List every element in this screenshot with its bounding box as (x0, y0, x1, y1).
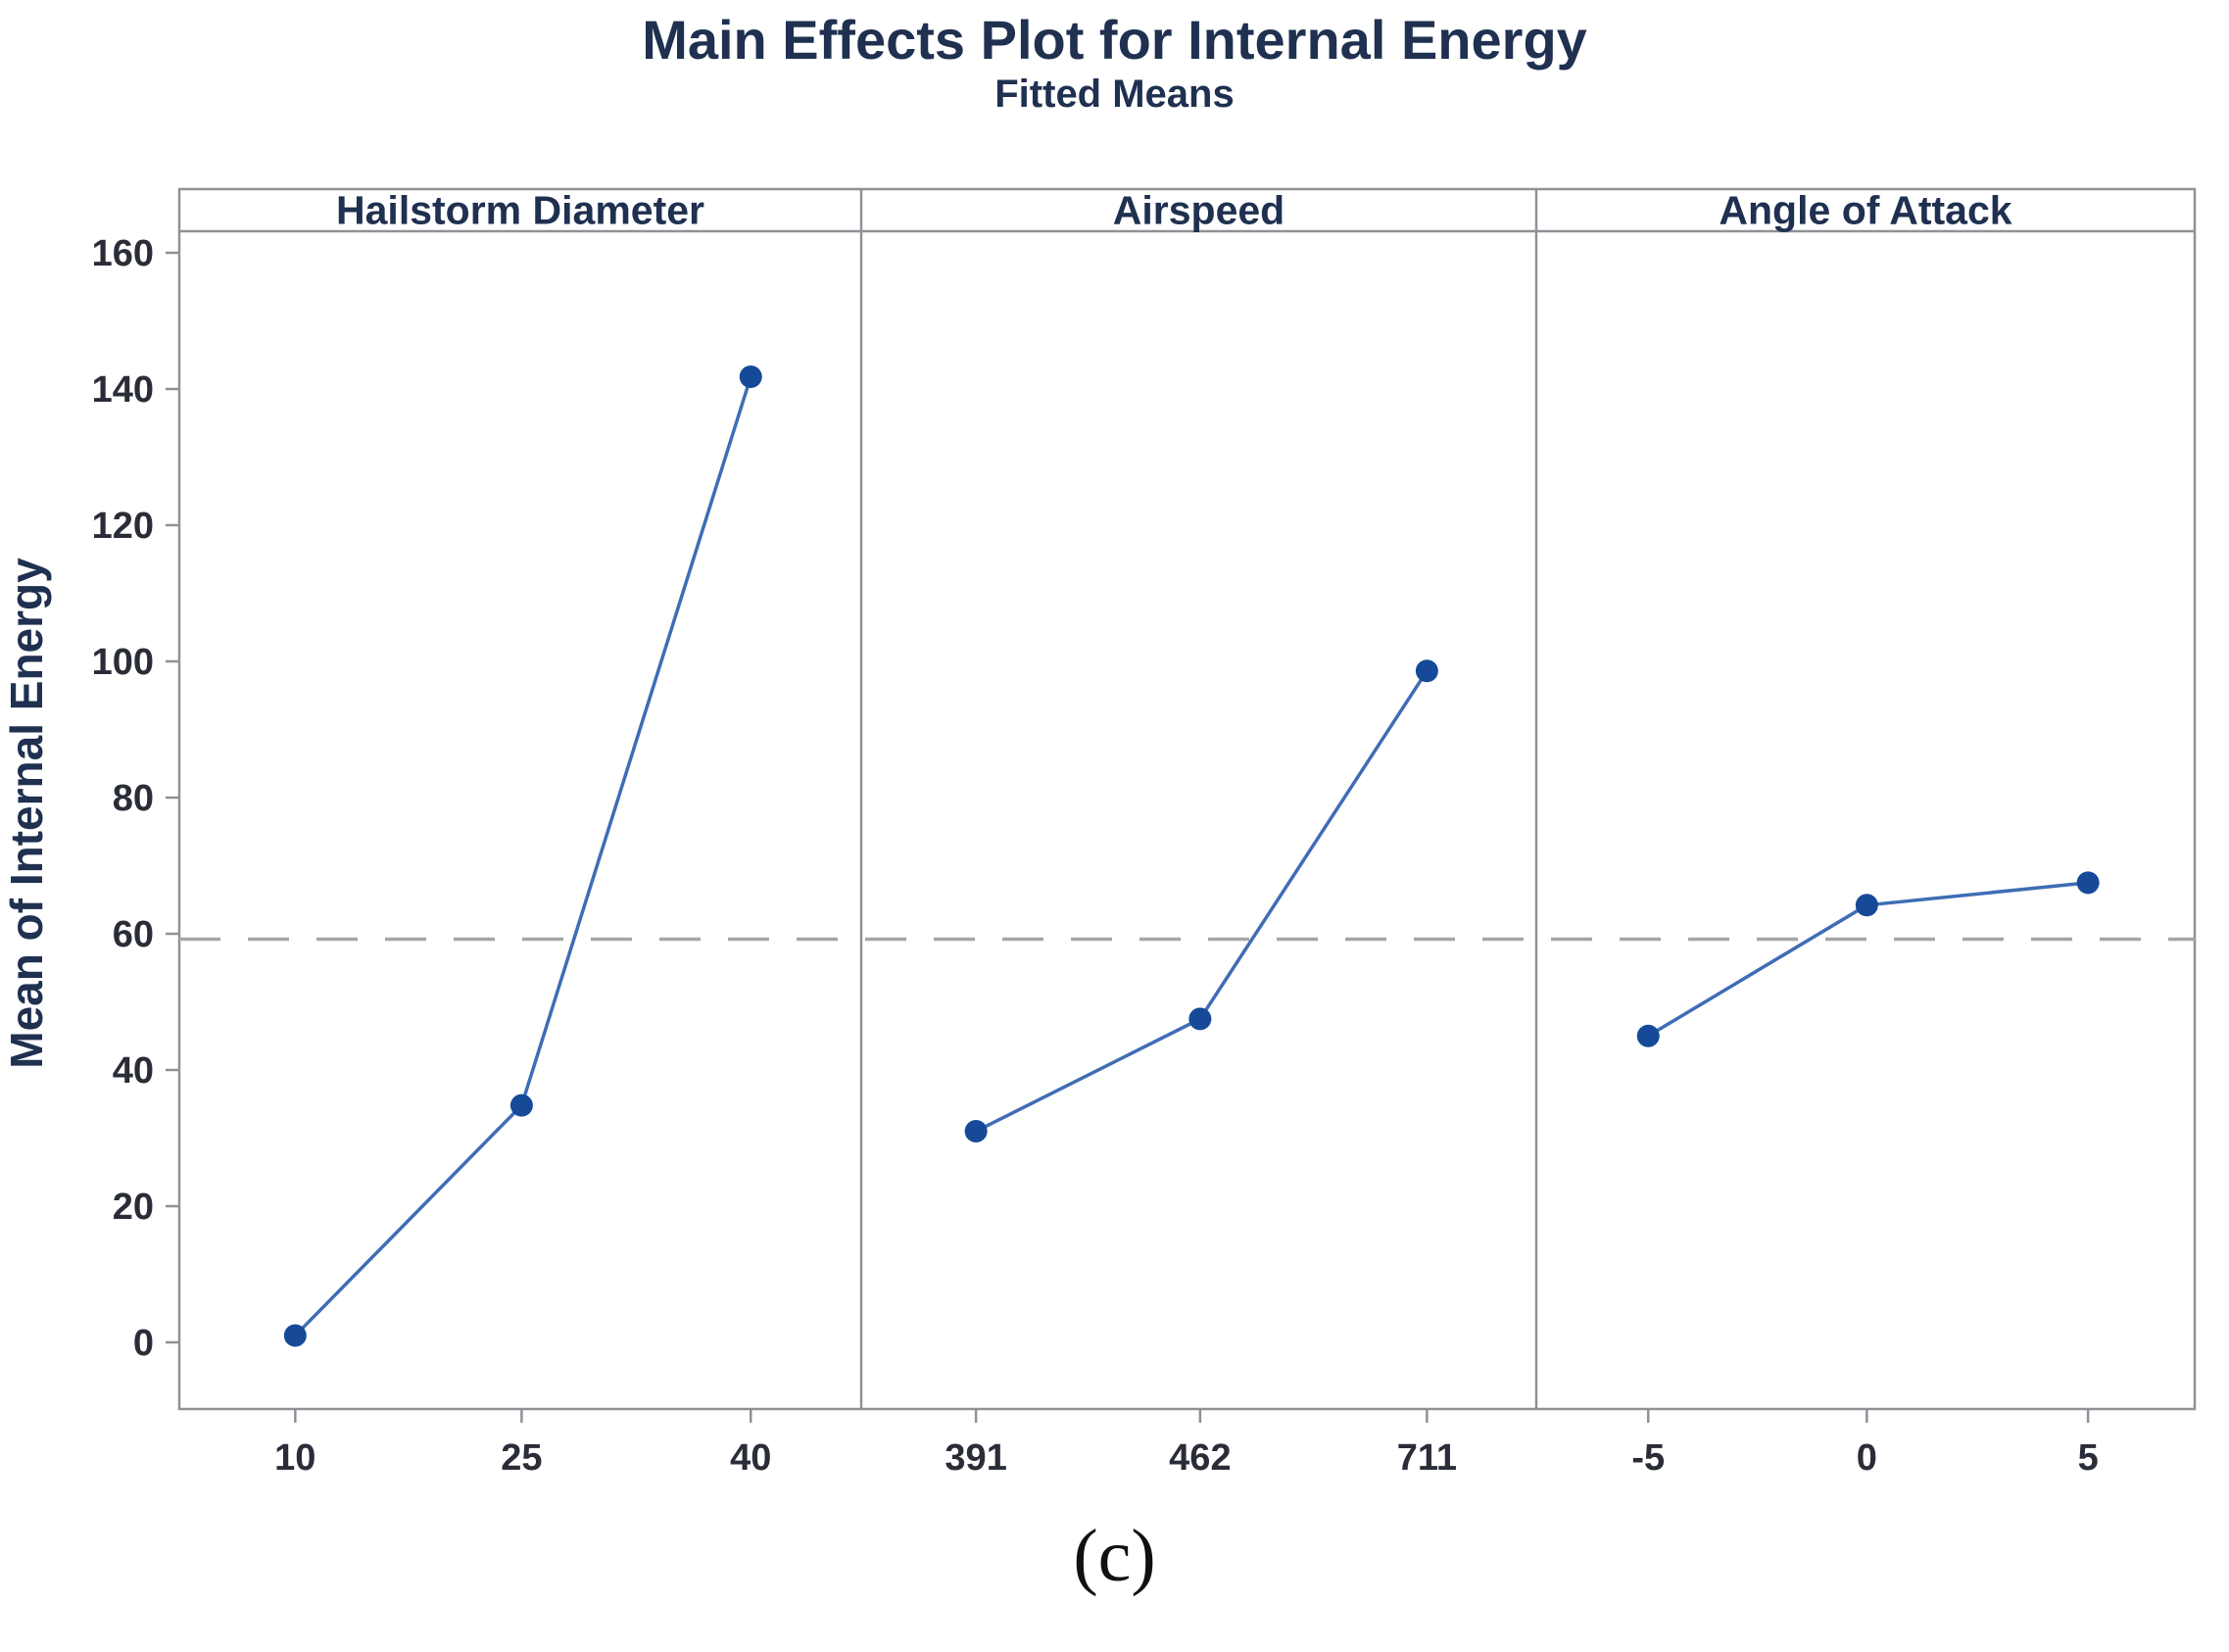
x-tick-label: 40 (730, 1437, 771, 1479)
x-tick-label: 462 (1169, 1437, 1231, 1479)
y-tick-label: 80 (113, 778, 154, 819)
data-point-marker (2076, 871, 2100, 895)
y-tick-label: 160 (92, 233, 154, 274)
y-tick-label: 0 (133, 1323, 154, 1364)
data-point-marker (283, 1324, 307, 1347)
y-tick-label: 60 (113, 914, 154, 955)
series-line (975, 669, 1429, 1134)
page-title: Main Effects Plot for Internal Energy (642, 9, 1587, 71)
data-point-marker (1415, 659, 1438, 683)
y-tick-label: 100 (92, 642, 154, 683)
y-tick-label: 40 (113, 1050, 154, 1092)
x-tick-label: -5 (1631, 1437, 1665, 1479)
panel-header-label: Hailstorm Diameter (336, 188, 704, 233)
panel-header-label: Angle of Attack (1719, 188, 2011, 233)
figure-caption: (c) (1073, 1515, 1156, 1597)
x-tick-label: 10 (274, 1437, 315, 1479)
panel-header-label: Airspeed (1113, 188, 1284, 233)
page-subtitle: Fitted Means (994, 73, 1235, 116)
series-line (294, 375, 752, 1337)
data-point-marker (1188, 1007, 1212, 1031)
data-point-marker (1636, 1024, 1660, 1047)
data-point-marker (1855, 894, 1878, 917)
plot-frame (177, 187, 2197, 1411)
x-tick-label: 711 (1397, 1437, 1457, 1479)
data-point-marker (509, 1093, 533, 1117)
x-tick-label: 5 (2078, 1437, 2099, 1479)
y-tick-label: 120 (92, 506, 154, 547)
data-point-marker (739, 364, 762, 388)
x-tick-label: 391 (945, 1437, 1006, 1479)
data-point-marker (964, 1120, 988, 1143)
x-tick-label: 25 (501, 1437, 542, 1479)
y-tick-label: 20 (113, 1187, 154, 1228)
x-tick-label: 0 (1857, 1437, 1877, 1479)
y-tick-label: 140 (92, 369, 154, 411)
